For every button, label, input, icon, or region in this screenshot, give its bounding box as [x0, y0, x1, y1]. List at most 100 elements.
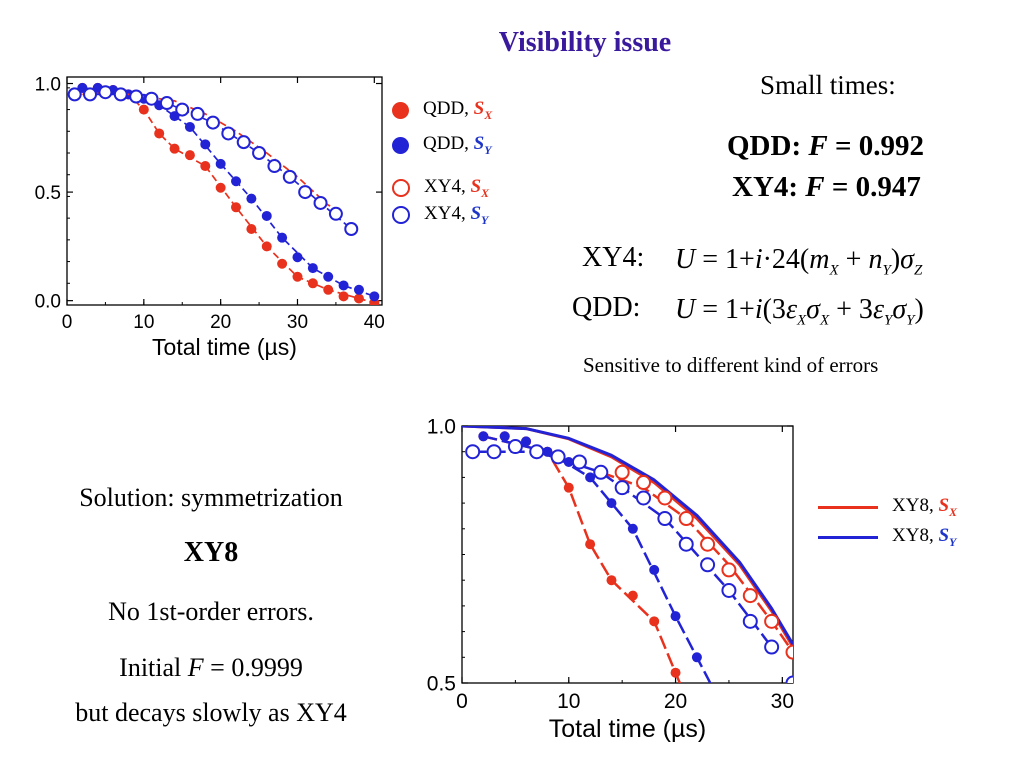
data-point: [499, 431, 510, 442]
legend-label: XY4, SY: [424, 203, 489, 227]
data-point: [277, 258, 288, 269]
data-point: [144, 91, 159, 106]
data-point: [154, 128, 165, 139]
initial-fidelity-text: Initial F = 0.9999: [0, 653, 422, 683]
data-point: [236, 135, 251, 150]
initial-var: F: [187, 653, 204, 682]
data-point: [159, 96, 174, 111]
data-point: [691, 652, 702, 663]
data-point: [529, 444, 545, 460]
data-point: [627, 590, 638, 601]
x-tick-label: 10: [133, 312, 154, 333]
chart-qdd-xy4: 0 10 20 30 40 0.0 0.5 1.0 Total time (µs): [35, 74, 385, 360]
xy4-equation-label: XY4:: [582, 242, 645, 273]
data-point: [721, 562, 737, 578]
data-point: [323, 271, 334, 282]
eq-close: ): [890, 244, 901, 275]
legend-xy8: XY8, SX XY8, SY: [818, 495, 1018, 565]
fit-curve: [600, 471, 793, 653]
eq2-sig1: σ: [806, 294, 820, 325]
data-point: [205, 115, 220, 130]
eq-u: U: [675, 244, 696, 275]
eq2-plus: + 3: [829, 294, 873, 325]
legend-item: XY8, SY: [818, 525, 956, 551]
legend-item: QDD, SY: [392, 133, 492, 159]
data-point: [563, 482, 574, 493]
eq-m: m: [809, 244, 830, 275]
legend-subscript: X: [481, 185, 490, 200]
xy8-heading: XY8: [183, 537, 239, 568]
fit-curve: [82, 87, 375, 304]
data-point: [83, 87, 98, 102]
x-axis-label: Total time (µs): [549, 715, 706, 743]
data-point: [184, 150, 195, 161]
data-point: [298, 185, 313, 200]
legend-symbol: SY: [470, 203, 489, 227]
eq-lhs: = 1+: [695, 244, 755, 275]
legend-line-swatch: [818, 505, 878, 509]
x-tick-label: 30: [287, 312, 308, 333]
legend-line-swatch: [818, 535, 878, 539]
x-tick-label: 10: [557, 690, 580, 713]
slide-title: Visibility issue: [498, 27, 672, 58]
data-point: [465, 444, 481, 460]
legend-subscript: Y: [481, 212, 489, 227]
legend-item: XY4, SX: [392, 176, 489, 202]
xy4-fidelity-var: F: [805, 171, 825, 203]
data-point: [267, 159, 282, 174]
data-point: [550, 449, 566, 465]
eq2-eps1: ε: [785, 294, 797, 325]
data-point: [307, 263, 318, 274]
legend-item: QDD, SX: [392, 98, 492, 124]
data-point: [261, 241, 272, 252]
data-point: [353, 293, 364, 304]
eq2-lhs: = 1+: [695, 294, 755, 325]
eq2-eps1-sub: X: [796, 312, 807, 329]
data-point: [571, 454, 587, 470]
eq2-sig2: σ: [892, 294, 907, 325]
legend-filled-marker: [392, 101, 409, 119]
data-point: [678, 511, 694, 527]
data-point: [169, 143, 180, 154]
legend-label: XY4, SX: [424, 176, 490, 200]
x-tick-label: 20: [664, 690, 687, 713]
y-tick-label: 0.0: [35, 291, 61, 312]
plot-area: [67, 82, 380, 305]
data-point: [175, 102, 190, 117]
eq2-i: i: [754, 294, 763, 325]
eq2-close: ): [914, 294, 924, 325]
data-point: [721, 582, 737, 598]
data-point: [486, 444, 502, 460]
xy4-fidelity-label: XY4:: [732, 171, 806, 203]
chart-xy8: 0 10 20 30 0.5 1.0 Total time (µs): [427, 416, 794, 743]
data-point: [785, 675, 793, 683]
data-point: [585, 472, 596, 483]
data-point: [649, 616, 660, 627]
x-tick-label: 0: [456, 690, 468, 713]
legend-open-marker: [392, 206, 410, 225]
data-point: [323, 284, 334, 295]
qdd-equation: U = 1+i(3εXσX + 3εYσY): [675, 294, 924, 330]
data-point: [231, 176, 242, 187]
legend-symbol: SX: [470, 176, 490, 200]
legend-open-marker: [392, 179, 410, 198]
data-point: [221, 126, 236, 141]
plot-frame: [66, 76, 383, 306]
data-point: [129, 89, 144, 104]
legend-name: XY4,: [424, 176, 471, 197]
data-point: [700, 557, 716, 573]
data-point: [307, 278, 318, 289]
x-tick-label: 40: [364, 312, 385, 333]
data-point: [292, 252, 303, 263]
eq-n-sub: Y: [882, 262, 891, 279]
data-point: [292, 271, 303, 282]
eq-m-sub: X: [829, 262, 839, 279]
data-point: [231, 202, 242, 213]
legend-name: XY8,: [892, 495, 939, 516]
qdd-fidelity-var: F: [808, 130, 828, 162]
data-point: [585, 539, 596, 550]
data-point: [98, 85, 113, 100]
eq2-sig1-sub: X: [819, 312, 830, 329]
eq-plus: +: [838, 244, 869, 275]
